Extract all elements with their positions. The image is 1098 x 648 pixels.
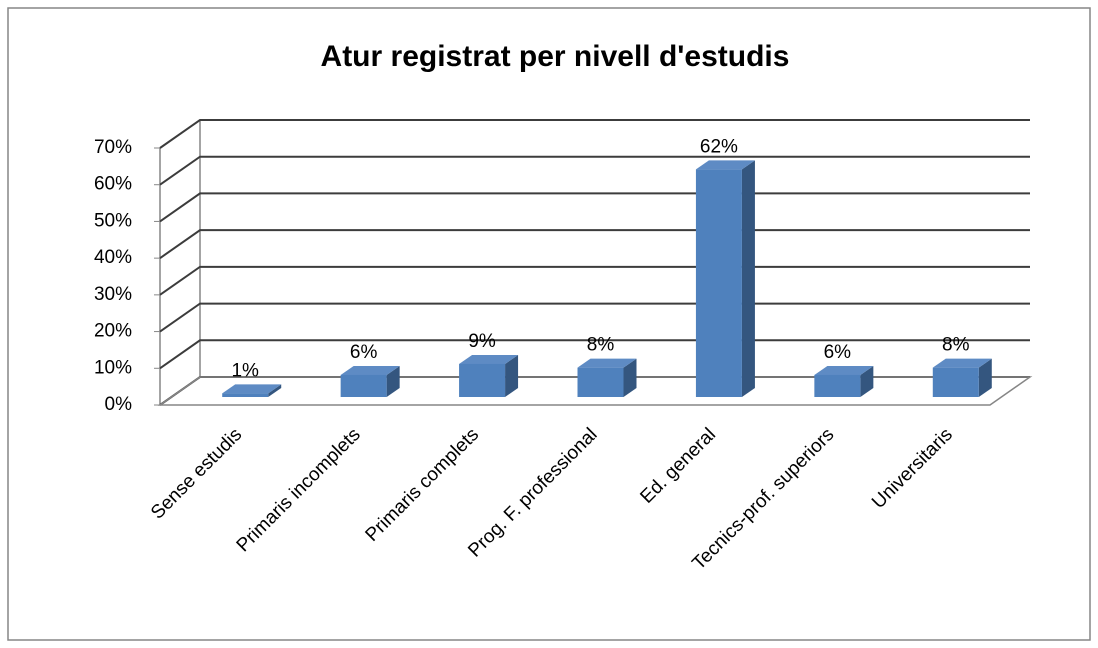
bar-side: [505, 354, 519, 397]
y-tick-label: 40%: [94, 247, 132, 268]
data-label: 6%: [824, 342, 852, 363]
bar-side: [268, 384, 282, 397]
bar-top: [340, 365, 400, 375]
bar-side: [741, 160, 755, 397]
bar-top: [459, 354, 519, 364]
bar-top: [577, 358, 637, 368]
y-tick-label: 10%: [94, 357, 132, 378]
bar-top: [814, 365, 874, 375]
floor: [157, 376, 1033, 406]
chart-title: Atur registrat per nivell d'estudis: [321, 40, 790, 73]
y-tick-label: 50%: [94, 210, 132, 231]
bar: [340, 374, 387, 397]
data-label: 8%: [942, 335, 970, 356]
bar-side: [623, 358, 637, 397]
bar-top: [695, 160, 755, 170]
bar-top: [932, 358, 992, 368]
bar: [222, 393, 269, 397]
data-label: 9%: [468, 331, 496, 352]
y-tick-label: 60%: [94, 174, 132, 195]
data-label: 1%: [231, 360, 259, 381]
bar-side: [978, 358, 992, 397]
y-tick-label: 0%: [105, 394, 133, 415]
bar-side: [386, 365, 400, 397]
chart-border: [7, 7, 1091, 641]
bar: [577, 367, 624, 397]
bar-side: [860, 365, 874, 397]
grid-line: [159, 155, 1030, 186]
y-tick-label: 30%: [94, 284, 132, 305]
bar: [459, 363, 506, 397]
data-label: 8%: [587, 335, 615, 356]
bar: [814, 374, 861, 397]
data-label: 6%: [350, 342, 378, 363]
bar-top: [222, 384, 282, 394]
y-tick-label: 70%: [94, 137, 132, 158]
data-label: 62%: [700, 136, 738, 157]
grid-line: [159, 119, 1030, 149]
bar: [695, 169, 742, 397]
bar: [932, 367, 979, 397]
y-tick-label: 20%: [94, 321, 132, 342]
